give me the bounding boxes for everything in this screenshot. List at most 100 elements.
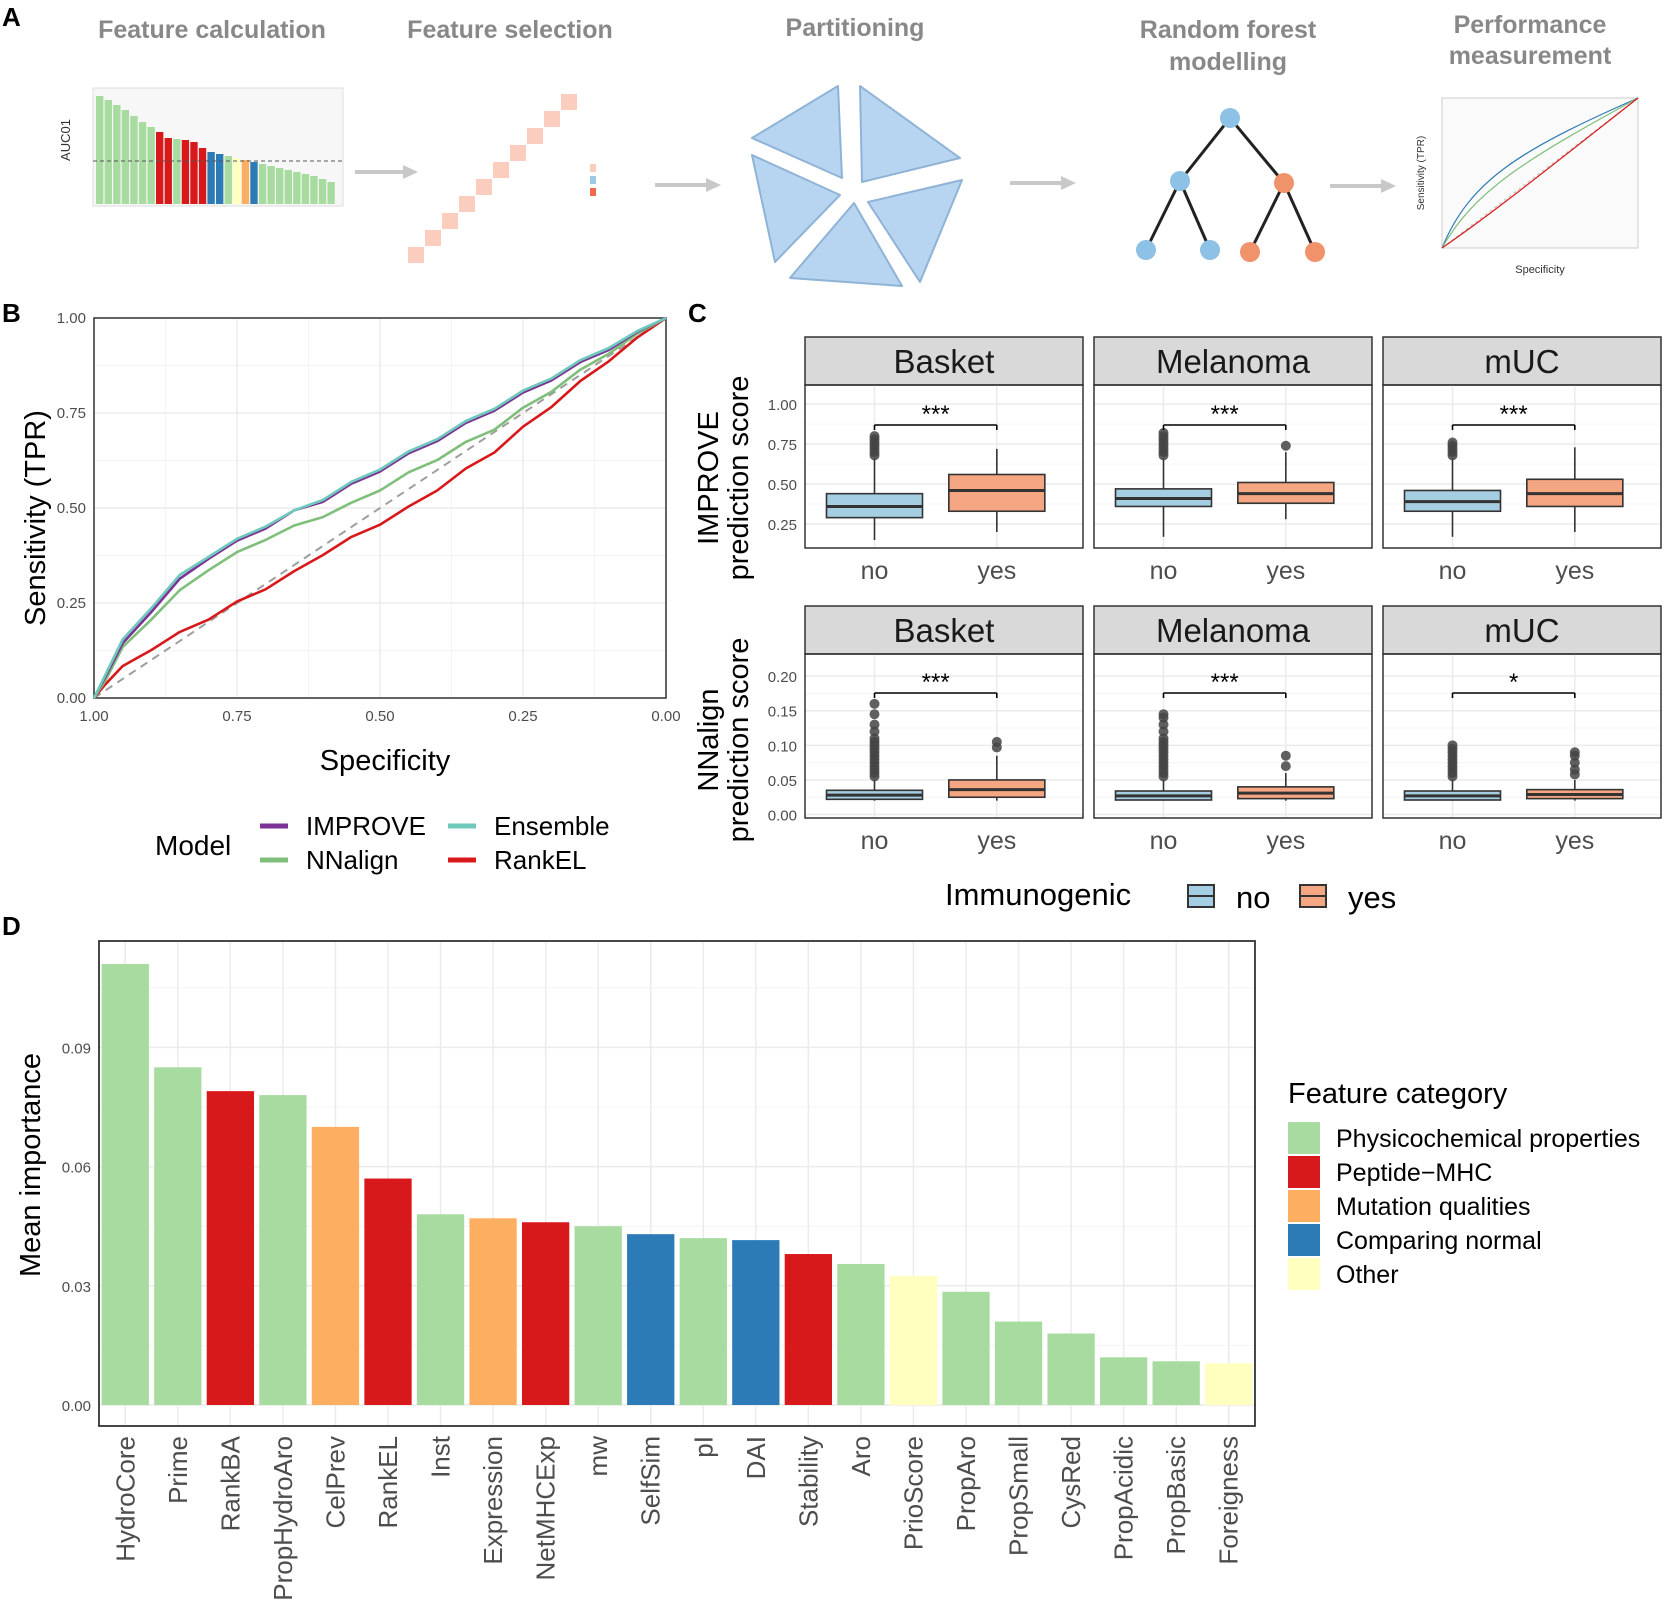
facet-strip-label: Basket [894,343,995,380]
box-y-tick: 0.00 [768,808,797,825]
box-row2-ylabel-line2: prediction score [723,638,755,843]
mini-bar [164,138,172,204]
roc-y-tick: 0.75 [57,405,86,422]
significance-label: * [1509,669,1518,696]
panel-c: C Basket *** no yes 0.25 0.50 0.75 1.00 Melanoma… [688,298,1662,915]
significance-label: *** [922,401,950,428]
box-x-tick: no [1439,827,1467,855]
box-x-tick: no [861,557,889,585]
importance-y-tick: 0.00 [62,1398,91,1415]
importance-bar-selfsim [627,1234,675,1405]
box-outlier [1158,733,1169,744]
importance-x-tick: RankBA [215,1435,245,1531]
box-y-tick: 0.20 [768,669,797,686]
step-performance-title-line1: Performance [1454,11,1607,39]
heatmap-cell [510,145,526,161]
panel-b: B 1.00 0.75 0.50 0.25 0.000.000.250.500.751.… [2,298,681,875]
mini-bar [121,110,130,204]
importance-x-tick: PropSmall [1004,1436,1034,1556]
box-x-tick: yes [1555,827,1594,855]
importance-bar-mw [574,1226,622,1405]
importance-x-tick: Stability [793,1436,823,1527]
mini-roc-xlabel: Specificity [1515,264,1565,276]
category-legend-key [1288,1156,1320,1188]
roc-legend-label-improve: IMPROVE [306,811,426,841]
heatmap-cell [544,111,560,127]
importance-bar-pi [679,1238,727,1405]
box-y-tick: 1.00 [768,397,797,414]
facet-strip [804,336,1084,386]
partition-triangles [751,85,963,287]
mini-bar [181,140,190,204]
box-x-tick: yes [1266,827,1305,855]
mini-bar [156,132,164,204]
step-random-forest-title-line1: Random forest [1140,16,1317,44]
mini-bar [327,182,335,204]
facet-strip-label: Melanoma [1156,343,1311,380]
box-outlier [1280,750,1291,761]
heatmap-cell [493,162,509,178]
mini-bar [147,127,155,204]
importance-bar-netmhcexp [521,1222,570,1405]
importance-bar-dai [732,1240,780,1405]
mini-bar [113,105,121,204]
roc-x-tick: 0.75 [222,708,251,725]
heatmap-cell [459,196,475,212]
heatmap-cell [442,213,458,229]
facet-strip [1382,605,1662,655]
decision-tree-icon [1136,108,1325,262]
importance-bar-propsmall [994,1321,1043,1405]
importance-bar-foreigness [1205,1363,1253,1405]
facet-strip-label: mUC [1484,343,1559,380]
box-outlier [1158,709,1169,720]
mini-bar [301,174,310,204]
box-panel-border [1093,653,1373,819]
facet-strip-label: mUC [1484,612,1559,649]
category-legend-key [1288,1224,1320,1256]
roc-legend: IMPROVE Ensemble NNalign RankEL [260,811,610,875]
mini-roc-ylabel: Sensitivity (TPR) [1416,136,1427,210]
box-x-tick: yes [977,557,1016,585]
mini-bar [276,168,284,204]
importance-bar-expression [469,1218,517,1405]
arrow-4-head [1381,179,1396,193]
step-random-forest-title-line2: modelling [1169,48,1287,76]
box-outlier [991,736,1002,747]
importance-x-tick: SelfSim [636,1436,666,1526]
importance-x-tick: Expression [478,1436,508,1565]
box-outlier [869,709,880,720]
significance-label: *** [1500,401,1528,428]
category-legend-key [1288,1122,1320,1154]
roc-x-tick: 0.25 [508,708,537,725]
heatmap-cell [408,247,424,263]
arrow-3-head [1061,176,1076,190]
box-y-tick: 0.75 [768,437,797,454]
legend-yes-label: yes [1348,880,1396,915]
importance-x-tick: PrioScore [898,1436,928,1550]
mini-bar [216,154,224,204]
category-legend-key [1288,1190,1320,1222]
box-outlier [1447,740,1458,751]
importance-bar-prioscore [889,1275,938,1405]
facet-strip [1093,336,1373,386]
immunogenic-legend-title: Immunogenic [945,877,1131,912]
box-x-tick: no [1150,557,1178,585]
box-row1-ylabel-line1: IMPROVE [693,411,725,545]
box-outlier [1447,437,1458,448]
roc-legend-label-rankel: RankEL [494,845,587,875]
step-partitioning-title: Partitioning [786,14,925,42]
mini-roc-chart: Specificity Sensitivity (TPR) [1416,97,1639,276]
mini-bar [258,164,267,204]
importance-bar-prophydroaro [259,1095,307,1405]
mini-bar [318,179,327,204]
importance-bar-propbasic [1152,1361,1200,1405]
box-outlier [1280,761,1291,772]
box-panel-border [1382,384,1662,549]
mini-bar [190,142,198,204]
box-panel-border [804,653,1084,819]
importance-bar-chart: 0.00 0.03 0.06 0.09 HydroCore Prime RankBA Prop… [62,940,1256,1601]
panel-b-letter: B [2,298,21,328]
step-performance-title-line2: measurement [1449,42,1612,70]
panel-d-letter: D [2,911,21,941]
heatmap-cell [527,128,543,144]
